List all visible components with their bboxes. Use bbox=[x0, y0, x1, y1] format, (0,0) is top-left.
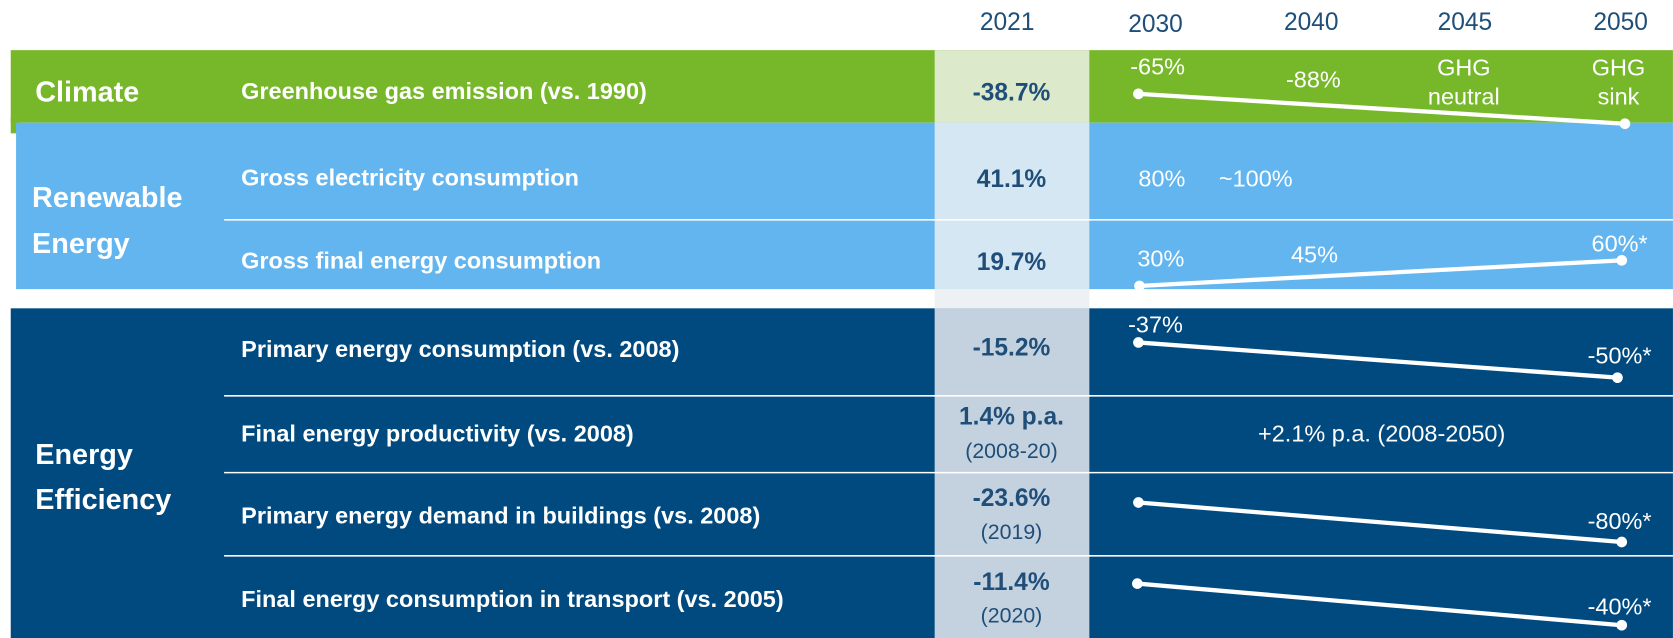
value-2021: -15.2% bbox=[973, 334, 1051, 361]
target: -80%* bbox=[1588, 508, 1652, 534]
target: 30% bbox=[1137, 246, 1184, 272]
year: 2050 bbox=[1593, 9, 1648, 36]
row-label: Final energy productivity (vs. 2008) bbox=[241, 420, 634, 446]
target: -40%* bbox=[1588, 593, 1652, 619]
renewable-band bbox=[16, 122, 1673, 290]
section-name: Energy bbox=[32, 228, 130, 260]
target: 80% bbox=[1138, 166, 1185, 192]
value-2021: 41.1% bbox=[977, 166, 1047, 193]
row-label: Gross final energy consumption bbox=[241, 248, 601, 274]
value-note: (2019) bbox=[981, 520, 1043, 544]
target: 45% bbox=[1291, 241, 1338, 267]
climate-band-edge bbox=[10, 117, 20, 134]
row-label: Greenhouse gas emission (vs. 1990) bbox=[241, 78, 647, 104]
target: 60%* bbox=[1592, 231, 1648, 257]
row-label: Gross electricity consumption bbox=[241, 164, 579, 190]
col-2021 bbox=[934, 50, 1090, 123]
row-label: Primary energy consumption (vs. 2008) bbox=[241, 336, 679, 362]
value-note: (2008-20) bbox=[965, 439, 1057, 463]
year: 2030 bbox=[1128, 11, 1183, 38]
year: 2040 bbox=[1284, 9, 1339, 36]
value-2021: 19.7% bbox=[977, 249, 1047, 276]
value-note: (2020) bbox=[981, 603, 1043, 627]
section-name: Energy bbox=[35, 439, 133, 471]
value-2021: 1.4% p.a. bbox=[959, 404, 1064, 431]
col-2021 bbox=[934, 122, 1090, 290]
row-label: Final energy consumption in transport (v… bbox=[241, 586, 784, 612]
section-name: Efficiency bbox=[35, 484, 171, 516]
target: -88% bbox=[1286, 66, 1341, 92]
target: sink bbox=[1598, 83, 1640, 109]
target: GHG bbox=[1437, 55, 1490, 81]
target: neutral bbox=[1428, 83, 1500, 109]
target: -37% bbox=[1128, 312, 1183, 338]
target: ~100% bbox=[1219, 166, 1293, 192]
section-name: Climate bbox=[35, 76, 139, 108]
value-2021: -11.4% bbox=[973, 569, 1050, 596]
col-2021 bbox=[934, 289, 1090, 309]
value-2021: -23.6% bbox=[973, 485, 1051, 512]
target: +2.1% p.a. (2008-2050) bbox=[1258, 420, 1505, 446]
year: 2021 bbox=[980, 9, 1035, 36]
target: -50%* bbox=[1588, 343, 1652, 369]
row-label: Primary energy demand in buildings (vs. … bbox=[241, 503, 760, 529]
trend-lines bbox=[1132, 88, 1631, 631]
year: 2045 bbox=[1438, 9, 1493, 36]
value-2021: -38.7% bbox=[973, 79, 1051, 106]
target: GHG bbox=[1592, 55, 1645, 81]
section-name: Renewable bbox=[32, 182, 182, 214]
target: -65% bbox=[1130, 53, 1185, 79]
